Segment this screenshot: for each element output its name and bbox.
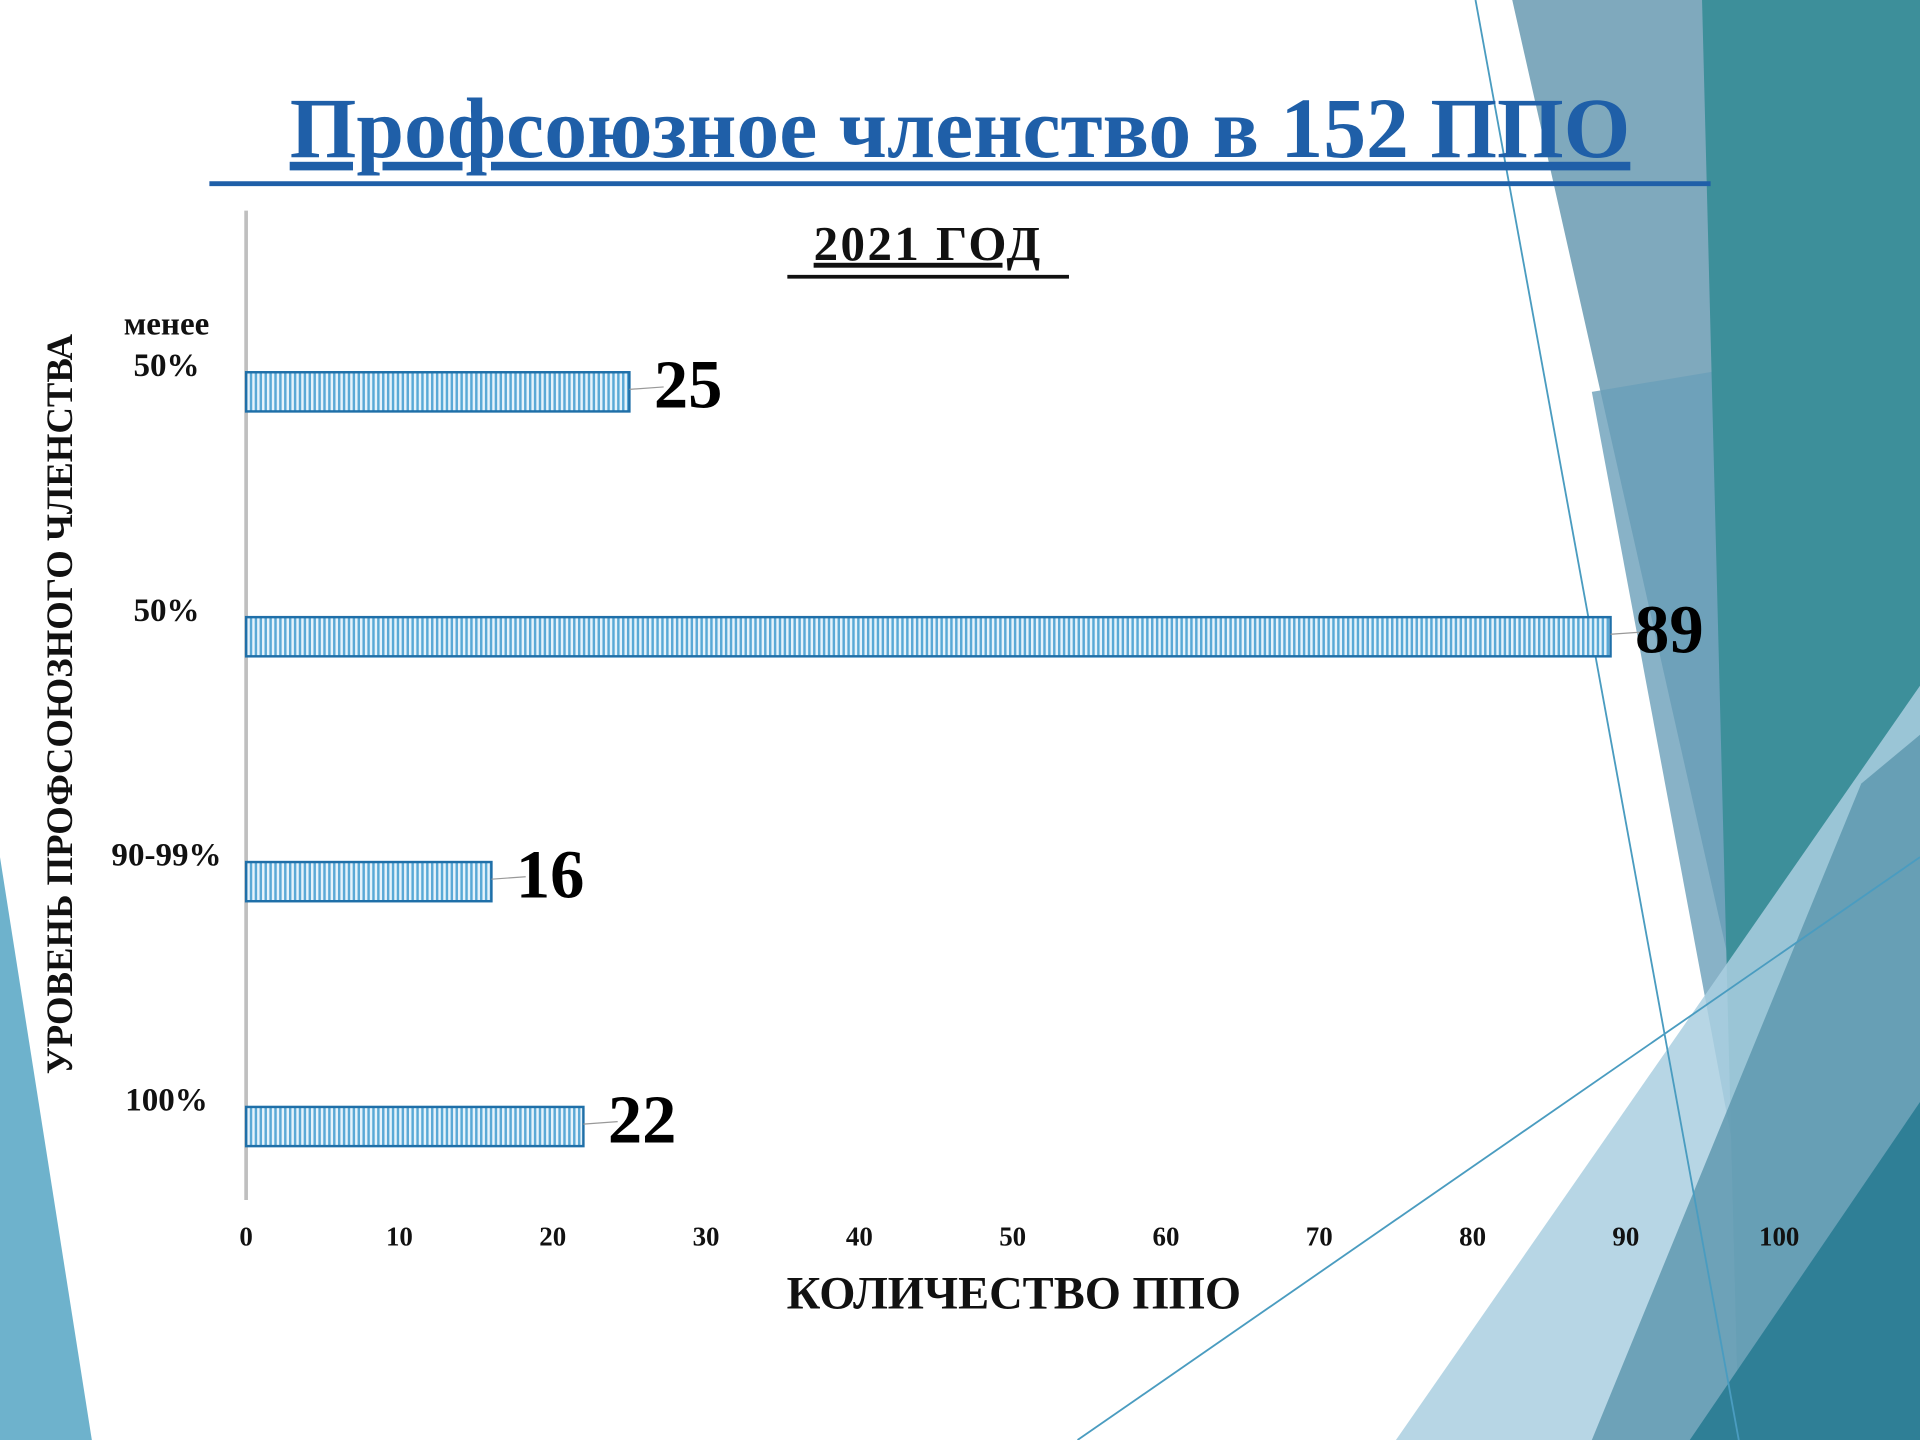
data-label: 25 [654,347,723,423]
bar [246,1107,583,1146]
y-tick-label: 100% [104,1022,229,1120]
bar [246,617,1610,656]
category-label-box: 50% [104,533,229,631]
chart-subtitle: 2021 ГОД [814,216,1043,271]
bar [246,862,491,901]
x-tick-label: 90 [1612,1221,1639,1251]
x-tick-label: 50 [999,1221,1026,1251]
y-axis-label: УРОВЕНЬ ПРОФСОЮЗНОГО ЧЛЕНСТВА [39,333,80,1074]
slide: Профсоюзное членство в 152 ППО 2021 ГОД … [0,0,1920,1440]
y-tick-label: менее 50% [104,288,229,386]
category-label-box: 100% [104,1022,229,1120]
category-label-box: менее 50% [104,288,229,386]
x-tick-label: 40 [846,1221,873,1251]
page: Профсоюзное членство в 152 ППО 2021 ГОД … [0,0,1920,1440]
x-tick-label: 0 [239,1221,252,1251]
x-tick-label: 100 [1759,1221,1799,1251]
chart-title: Профсоюзное членство в 152 ППО [290,81,1631,176]
data-label: 89 [1635,591,1704,667]
x-tick-label: 70 [1306,1221,1333,1251]
x-tick-label: 20 [539,1221,566,1251]
category-label-box: 90-99% [104,778,229,876]
x-tick-label: 60 [1152,1221,1179,1251]
data-label: 22 [608,1081,677,1157]
y-tick-label: 50% [104,533,229,631]
x-tick-label: 10 [386,1221,413,1251]
bar [246,372,629,411]
y-tick-label: 90-99% [104,778,229,876]
x-axis-label: КОЛИЧЕСТВО ППО [787,1269,1241,1320]
x-tick-label: 30 [693,1221,720,1251]
x-tick-label: 80 [1459,1221,1486,1251]
data-label: 16 [516,836,585,912]
